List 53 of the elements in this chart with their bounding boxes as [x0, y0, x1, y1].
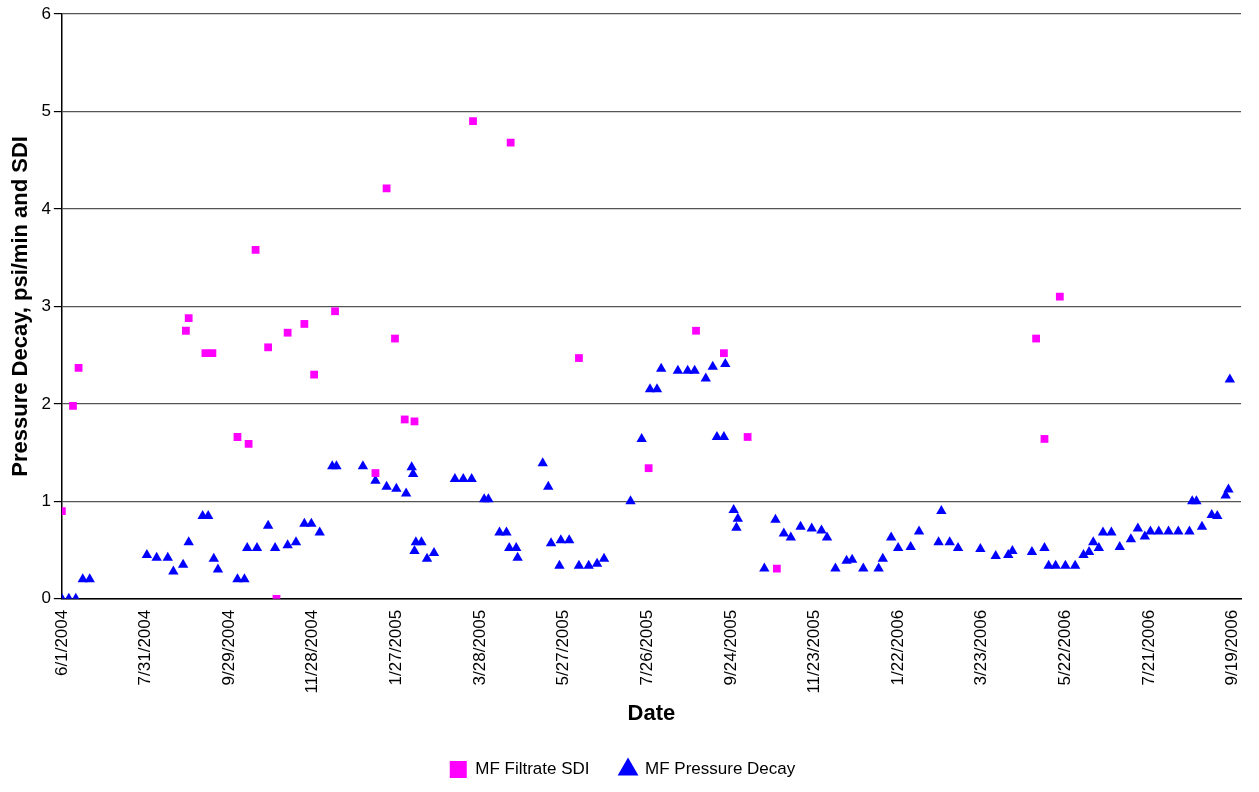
legend-label: MF Pressure Decay — [645, 759, 796, 779]
point — [644, 464, 653, 473]
point — [743, 433, 752, 441]
point — [506, 138, 515, 147]
point — [182, 326, 190, 335]
x-tick-label: 1/22/2006 — [887, 609, 907, 686]
x-tick-label: 11/23/2005 — [804, 609, 824, 694]
point — [391, 334, 399, 343]
point — [575, 354, 583, 362]
y-tick-label: 1 — [41, 491, 51, 510]
point — [300, 320, 309, 328]
x-tick-label: 5/27/2005 — [553, 609, 573, 686]
y-tick-label: 2 — [41, 393, 51, 413]
legend-label: MF Filtrate SDI — [475, 759, 590, 779]
x-tick-label: 9/19/2006 — [1222, 609, 1242, 686]
x-tick-label: 9/29/2004 — [218, 609, 238, 686]
x-tick-label: 3/23/2006 — [971, 609, 991, 686]
y-tick-label: 3 — [41, 296, 51, 316]
point — [244, 439, 253, 448]
x-tick-label: 5/22/2006 — [1055, 609, 1075, 686]
point — [400, 415, 409, 424]
y-tick-label: 6 — [41, 3, 51, 23]
point — [310, 370, 319, 379]
point — [469, 117, 477, 126]
x-tick-label: 6/1/2004 — [51, 609, 71, 676]
x-axis-title: Date — [627, 699, 676, 725]
x-tick-label: 11/28/2004 — [302, 609, 322, 694]
point — [1055, 292, 1064, 301]
y-tick-label: 5 — [41, 101, 51, 121]
point — [69, 401, 77, 410]
point — [283, 328, 292, 337]
point — [371, 469, 380, 477]
point — [720, 349, 728, 358]
point — [184, 314, 193, 322]
x-tick-label: 3/28/2005 — [469, 609, 489, 686]
point — [251, 245, 260, 254]
y-tick-label: 0 — [41, 588, 51, 608]
point — [692, 326, 700, 335]
point — [233, 433, 242, 441]
point — [1032, 334, 1040, 343]
x-tick-label: 7/26/2005 — [636, 609, 656, 686]
y-axis-title: Pressure Decay, psi/min and SDI — [7, 136, 33, 477]
point — [74, 363, 83, 372]
x-tick-label: 1/27/2005 — [386, 609, 406, 686]
y-tick-label: 4 — [41, 198, 51, 218]
point — [772, 564, 781, 573]
point — [264, 343, 273, 352]
x-tick-label: 7/31/2004 — [135, 609, 155, 686]
point — [208, 349, 217, 358]
x-tick-label: 7/21/2006 — [1138, 609, 1158, 686]
point — [331, 307, 339, 316]
point — [1040, 435, 1049, 443]
x-tick-label: 9/24/2005 — [720, 609, 740, 686]
